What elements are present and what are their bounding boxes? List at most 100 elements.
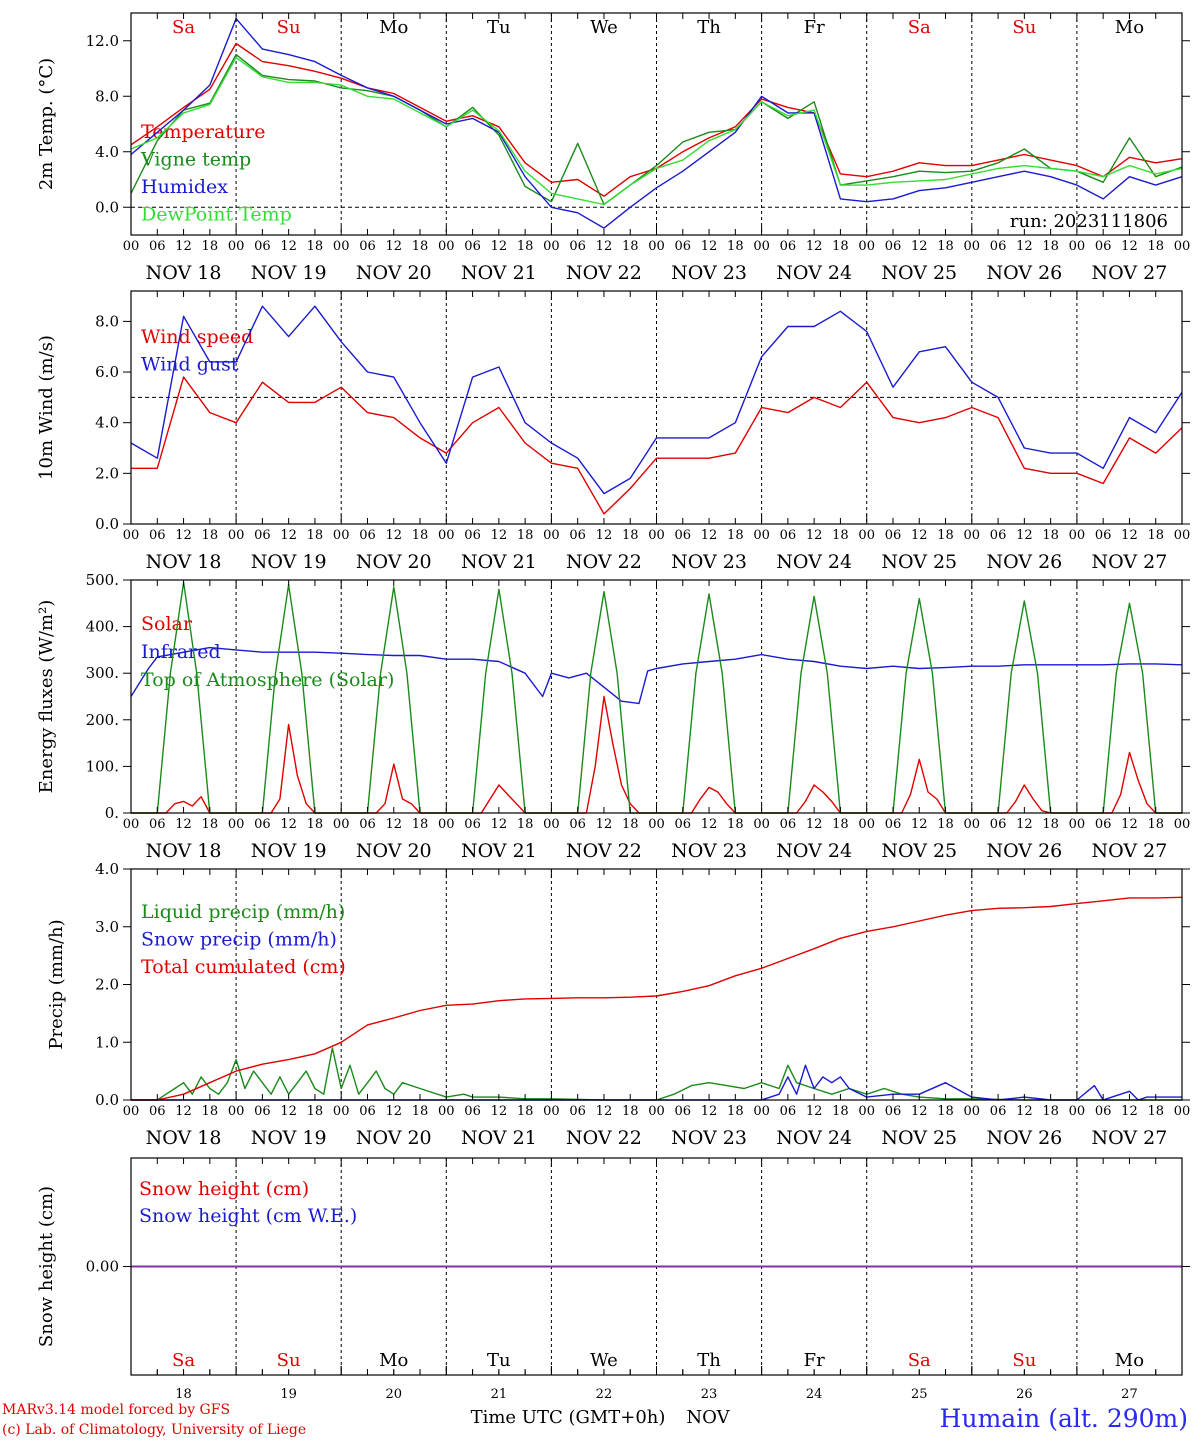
hour-tick-label: 00	[123, 239, 140, 254]
hour-tick-label: 06	[885, 239, 902, 254]
hour-tick-label: 12	[701, 1104, 718, 1119]
y-tick-label: 8.0	[95, 312, 119, 330]
y-tick-label: 300.	[86, 664, 119, 682]
hour-tick-label: 06	[885, 1104, 902, 1119]
legend-entry: Wind speed	[141, 326, 253, 348]
hour-tick-label: 18	[727, 1104, 744, 1119]
day-name: Fr	[804, 1350, 825, 1371]
date-label: NOV 25	[881, 551, 957, 573]
y-tick-label: 0.	[105, 804, 119, 822]
day-number-label: 20	[385, 1387, 402, 1402]
hour-tick-label: 18	[307, 528, 324, 543]
hour-tick-label: 00	[438, 528, 455, 543]
day-name: Th	[697, 1350, 721, 1371]
hour-tick-label: 06	[254, 1104, 271, 1119]
hour-tick-label: 06	[464, 528, 481, 543]
hour-tick-label: 06	[1095, 1104, 1112, 1119]
hour-tick-label: 12	[175, 239, 192, 254]
hour-tick-label: 00	[964, 239, 981, 254]
hour-tick-label: 06	[990, 817, 1007, 832]
date-label: NOV 26	[986, 840, 1062, 862]
day-name: Mo	[1115, 17, 1144, 38]
date-label: NOV 20	[356, 262, 432, 284]
hour-tick-label: 12	[911, 817, 928, 832]
hour-tick-label: 18	[727, 528, 744, 543]
hour-tick-label: 12	[1016, 817, 1033, 832]
date-label: NOV 27	[1092, 840, 1168, 862]
hour-tick-label: 00	[543, 528, 560, 543]
y-tick-label: 8.0	[95, 87, 119, 105]
hour-tick-label: 12	[701, 528, 718, 543]
y-tick-label: 100.	[86, 757, 119, 775]
hour-tick-label: 06	[675, 817, 692, 832]
hour-tick-label: 18	[202, 817, 219, 832]
y-axis-label: 2m Temp. (°C)	[36, 58, 57, 190]
hour-tick-label: 12	[385, 1104, 402, 1119]
date-label: NOV 18	[146, 551, 222, 573]
hour-tick-label: 18	[517, 528, 534, 543]
hour-tick-label: 18	[1042, 1104, 1059, 1119]
day-number-label: 21	[491, 1387, 508, 1402]
date-label: NOV 26	[986, 551, 1062, 573]
hour-tick-label: 00	[753, 239, 770, 254]
hour-tick-label: 00	[123, 1104, 140, 1119]
hour-tick-label: 00	[333, 239, 350, 254]
hour-tick-label: 12	[1121, 1104, 1138, 1119]
y-tick-label: 0.0	[95, 198, 119, 216]
series-line-dewpoint-temp	[130, 56, 1183, 206]
hour-tick-label: 18	[937, 528, 954, 543]
date-label: NOV 27	[1092, 551, 1168, 573]
hour-tick-label: 00	[438, 239, 455, 254]
legend-entry: Infrared	[141, 641, 221, 663]
hour-tick-label: 12	[806, 528, 823, 543]
hour-tick-label: 12	[596, 1104, 613, 1119]
day-name: Sa	[908, 1350, 931, 1371]
hour-tick-label: 06	[149, 817, 166, 832]
hour-tick-label: 06	[149, 1104, 166, 1119]
footer-credit: MARv3.14 model forced by GFS	[2, 1402, 230, 1418]
hour-tick-label: 06	[254, 528, 271, 543]
hour-tick-label: 06	[675, 239, 692, 254]
day-name: We	[590, 1350, 618, 1371]
hour-tick-label: 18	[937, 1104, 954, 1119]
hour-tick-label: 06	[990, 239, 1007, 254]
date-label: NOV 27	[1092, 1127, 1168, 1149]
hour-tick-label: 00	[753, 817, 770, 832]
date-label: NOV 22	[566, 1127, 642, 1149]
day-name: Mo	[1115, 1350, 1144, 1371]
day-number-label: 24	[806, 1387, 823, 1402]
date-label: NOV 26	[986, 262, 1062, 284]
hour-tick-label: 06	[780, 1104, 797, 1119]
date-label: NOV 23	[671, 840, 747, 862]
hour-tick-label: 06	[359, 1104, 376, 1119]
hour-tick-label: 06	[780, 528, 797, 543]
hour-tick-label: 00	[228, 528, 245, 543]
hour-tick-label: 18	[832, 239, 849, 254]
y-tick-label: 3.0	[95, 918, 119, 936]
y-tick-label: 1.0	[95, 1033, 119, 1051]
day-number-label: 26	[1016, 1387, 1033, 1402]
date-label: NOV 23	[671, 262, 747, 284]
hour-tick-label: 06	[990, 528, 1007, 543]
hour-tick-label: 12	[491, 528, 508, 543]
hour-tick-label: 12	[596, 528, 613, 543]
date-label: NOV 21	[461, 262, 537, 284]
x-axis-label: Time UTC (GMT+0h)	[471, 1407, 666, 1428]
series-line-wind-gust	[130, 305, 1183, 495]
y-tick-label: 400.	[86, 618, 119, 636]
run-label: run: 2023111806	[1010, 211, 1168, 232]
date-label: NOV 22	[566, 840, 642, 862]
hour-tick-label: 12	[806, 1104, 823, 1119]
date-label: NOV 25	[881, 840, 957, 862]
hour-tick-label: 06	[464, 1104, 481, 1119]
hour-tick-label: 06	[464, 239, 481, 254]
date-label: NOV 21	[461, 551, 537, 573]
hour-tick-label: 18	[832, 528, 849, 543]
hour-tick-label: 18	[307, 239, 324, 254]
y-tick-label: 200.	[86, 711, 119, 729]
hour-tick-label: 00	[333, 1104, 350, 1119]
y-tick-label: 12.0	[86, 32, 119, 50]
y-axis-label: 10m Wind (m/s)	[36, 335, 57, 480]
legend-entry: Total cumulated (cm)	[141, 956, 346, 978]
date-label: NOV 21	[461, 1127, 537, 1149]
